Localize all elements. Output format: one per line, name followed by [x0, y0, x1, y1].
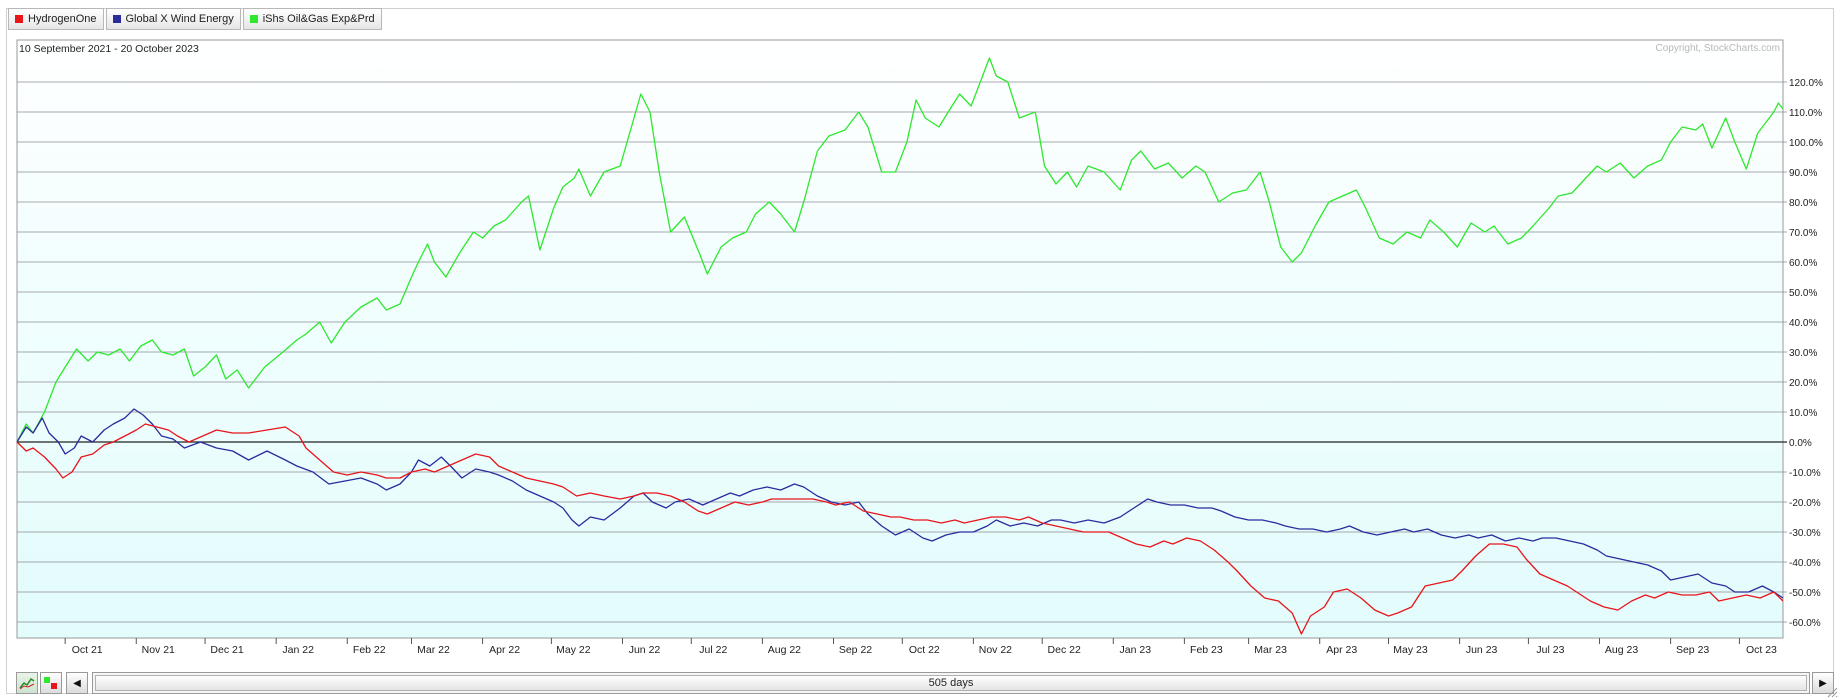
x-tick-label: May 23 — [1393, 644, 1428, 656]
y-tick-label: 100.0% — [1789, 138, 1823, 149]
x-tick-label: Feb 22 — [353, 644, 386, 656]
y-tick-label: -10.0% — [1789, 468, 1821, 479]
legend-swatch-hydrogenone — [15, 15, 23, 23]
x-tick-label: Oct 22 — [909, 644, 940, 656]
legend-label: HydrogenOne — [28, 13, 97, 25]
y-tick-label: 40.0% — [1789, 318, 1817, 329]
y-tick-label: -40.0% — [1789, 558, 1821, 569]
x-tick-label: May 22 — [556, 644, 591, 656]
x-tick-label: Jan 23 — [1120, 644, 1152, 656]
y-tick-label: -20.0% — [1789, 498, 1821, 509]
series-line-global-x-wind-energy — [16, 408, 1784, 599]
x-tick-label: Dec 22 — [1048, 644, 1081, 656]
y-tick-label: -30.0% — [1789, 528, 1821, 539]
chevron-left-icon: ◀ — [73, 677, 81, 689]
compare-icon — [44, 677, 57, 689]
legend-label: Global X Wind Energy — [125, 13, 234, 25]
x-tick-label: Nov 21 — [142, 644, 175, 656]
y-tick-label: 0.0% — [1789, 438, 1812, 449]
resize-grip-icon[interactable] — [1826, 686, 1838, 698]
compare-button[interactable] — [40, 672, 62, 694]
x-tick-label: Apr 22 — [489, 644, 520, 656]
y-tick-label: 10.0% — [1789, 408, 1817, 419]
series-line-hydrogenone — [16, 423, 1784, 635]
x-tick-label: Mar 22 — [417, 644, 450, 656]
x-tick-label: Dec 21 — [210, 644, 243, 656]
y-tick-label: 20.0% — [1789, 378, 1817, 389]
scroll-left-button[interactable]: ◀ — [66, 672, 88, 694]
x-tick-label: Sep 22 — [839, 644, 872, 656]
plot-area — [16, 39, 1784, 639]
y-tick-label: 90.0% — [1789, 168, 1817, 179]
legend-swatch-oil-gas — [249, 15, 258, 23]
x-tick-label: Oct 21 — [72, 644, 103, 656]
scrollbar-label: 505 days — [928, 677, 974, 689]
line-chart-icon — [19, 677, 35, 690]
y-tick-label: -50.0% — [1789, 588, 1821, 599]
y-tick-label: 60.0% — [1789, 258, 1817, 269]
x-tick-label: Jul 23 — [1536, 644, 1564, 656]
copyright-label: Copyright, StockCharts.com — [1656, 43, 1781, 54]
series-line-ishs-oil-gas-exp-prd — [16, 57, 1784, 443]
y-tick-label: 70.0% — [1789, 228, 1817, 239]
x-tick-label: Nov 22 — [979, 644, 1012, 656]
bottom-toolbar: ◀ 505 days ▶ — [10, 672, 1834, 694]
legend-item-oil-gas[interactable]: iShs Oil&Gas Exp&Prd — [242, 8, 382, 30]
x-tick-label: Jan 22 — [282, 644, 314, 656]
legend-item-wind-energy[interactable]: Global X Wind Energy — [105, 8, 241, 30]
x-tick-label: Apr 23 — [1326, 644, 1357, 656]
x-tick-label: Jul 22 — [699, 644, 727, 656]
x-tick-label: Oct 23 — [1746, 644, 1777, 656]
y-tick-label: -60.0% — [1789, 618, 1821, 629]
legend-item-hydrogenone[interactable]: HydrogenOne — [8, 8, 104, 30]
x-tick-label: Sep 23 — [1676, 644, 1709, 656]
scrollbar-thumb[interactable]: 505 days — [95, 675, 1807, 691]
y-tick-label: 120.0% — [1789, 78, 1823, 89]
line-chart-button[interactable] — [16, 672, 38, 694]
chevron-right-icon: ▶ — [1819, 677, 1827, 689]
y-tick-label: 30.0% — [1789, 348, 1817, 359]
y-tick-label: 50.0% — [1789, 288, 1817, 299]
date-scrollbar[interactable]: 505 days — [92, 672, 1810, 694]
x-tick-label: Feb 23 — [1190, 644, 1223, 656]
legend-swatch-wind-energy — [112, 15, 121, 23]
x-tick-label: Mar 23 — [1254, 644, 1287, 656]
x-tick-label: Aug 23 — [1605, 644, 1638, 656]
legend-label: iShs Oil&Gas Exp&Prd — [262, 13, 375, 25]
legend: HydrogenOne Global X Wind Energy iShs Oi… — [8, 8, 382, 30]
x-tick-label: Jun 22 — [629, 644, 661, 656]
x-tick-label: Jun 23 — [1466, 644, 1498, 656]
y-tick-label: 80.0% — [1789, 198, 1817, 209]
x-tick-label: Aug 22 — [768, 644, 801, 656]
scroll-right-button[interactable]: ▶ — [1812, 672, 1834, 694]
y-tick-label: 110.0% — [1789, 108, 1822, 119]
date-range-label: 10 September 2021 - 20 October 2023 — [19, 43, 199, 55]
